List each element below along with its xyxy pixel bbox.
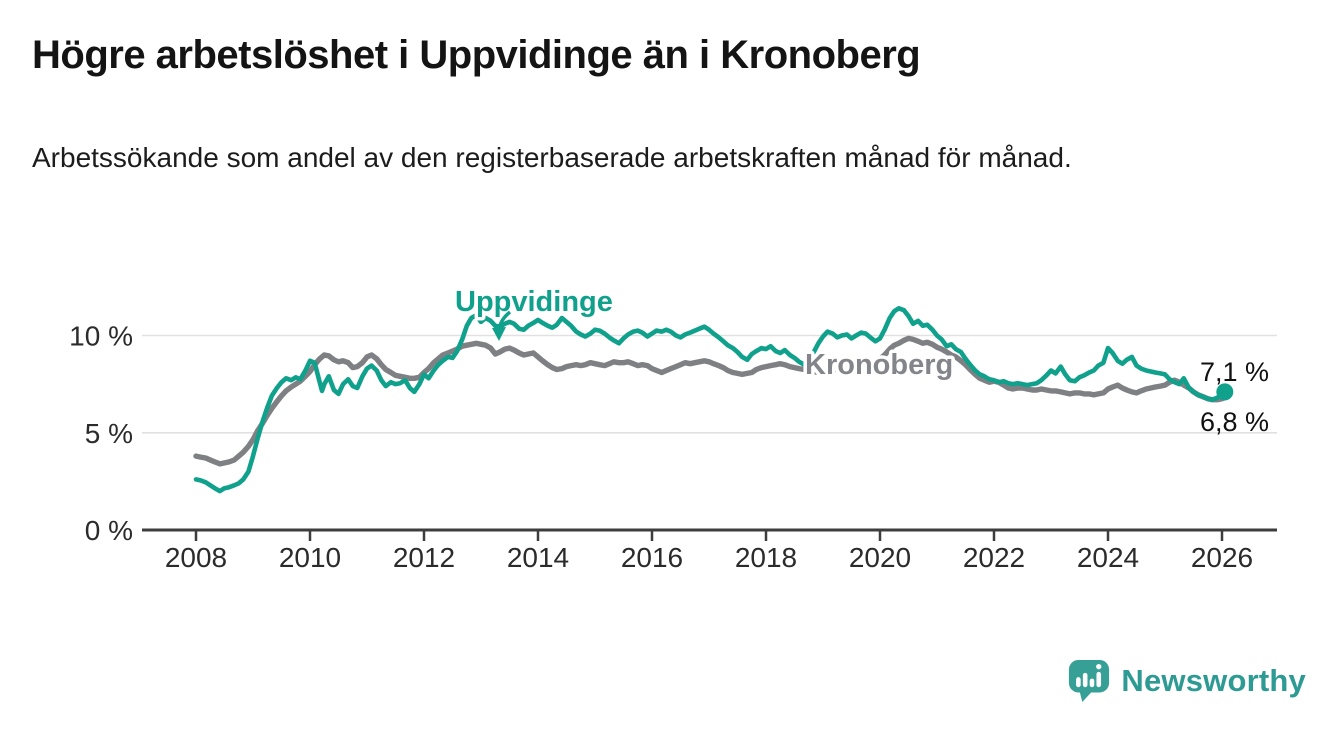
x-tick-label-2020: 2020 — [849, 542, 911, 573]
newsworthy-wordmark: Newsworthy — [1121, 663, 1306, 698]
logo-bubble — [1069, 659, 1110, 693]
logo-bar-2 — [1083, 672, 1088, 688]
chart-title: Högre arbetslöshet i Uppvidinge än i Kro… — [32, 33, 921, 77]
y-tick-label-0: 0 % — [85, 515, 133, 546]
logo-exclamation-bar — [1096, 671, 1102, 688]
end-value-label-uppvidinge: 7,1 % — [1200, 357, 1269, 387]
y-tick-label-10: 10 % — [69, 321, 133, 352]
series-line-kronoberg — [193, 335, 1228, 467]
logo-exclamation-dot — [1096, 663, 1102, 670]
x-tick-label-2008: 2008 — [165, 542, 227, 573]
x-tick-label-2022: 2022 — [963, 542, 1025, 573]
x-tick-label-2024: 2024 — [1077, 542, 1139, 573]
x-tick-label-2010: 2010 — [279, 542, 341, 573]
newsworthy-logo-icon — [1069, 659, 1110, 703]
series-label-uppvidinge: Uppvidinge — [455, 286, 613, 318]
logo-bar-3 — [1090, 678, 1095, 688]
x-tick-label-2016: 2016 — [621, 542, 683, 573]
chart-subtitle: Arbetssökande som andel av den registerb… — [32, 142, 1072, 173]
logo-bar-1 — [1076, 677, 1082, 688]
uppvidinge-arrow-curve — [497, 310, 512, 330]
series-line-uppvidinge — [193, 305, 1228, 494]
newsworthy-brand: Newsworthy — [1067, 658, 1306, 704]
x-tick-label-2018: 2018 — [735, 542, 797, 573]
uppvidinge-arrow-head — [492, 327, 506, 341]
series-end-dot-uppvidinge — [1216, 383, 1234, 401]
x-tick-label-2026: 2026 — [1191, 542, 1253, 573]
x-tick-label-2014: 2014 — [507, 542, 569, 573]
end-value-label-kronoberg: 6,8 % — [1200, 407, 1269, 437]
logo-bubble-tail — [1079, 690, 1094, 703]
unemployment-line-chart: 2008 2010 2012 2014 2016 2018 2020 2022 2024 2026… — [69, 283, 1277, 573]
series-label-kronoberg: Kronoberg — [805, 349, 953, 381]
y-tick-label-5: 5 % — [85, 418, 133, 449]
x-tick-label-2012: 2012 — [393, 542, 455, 573]
